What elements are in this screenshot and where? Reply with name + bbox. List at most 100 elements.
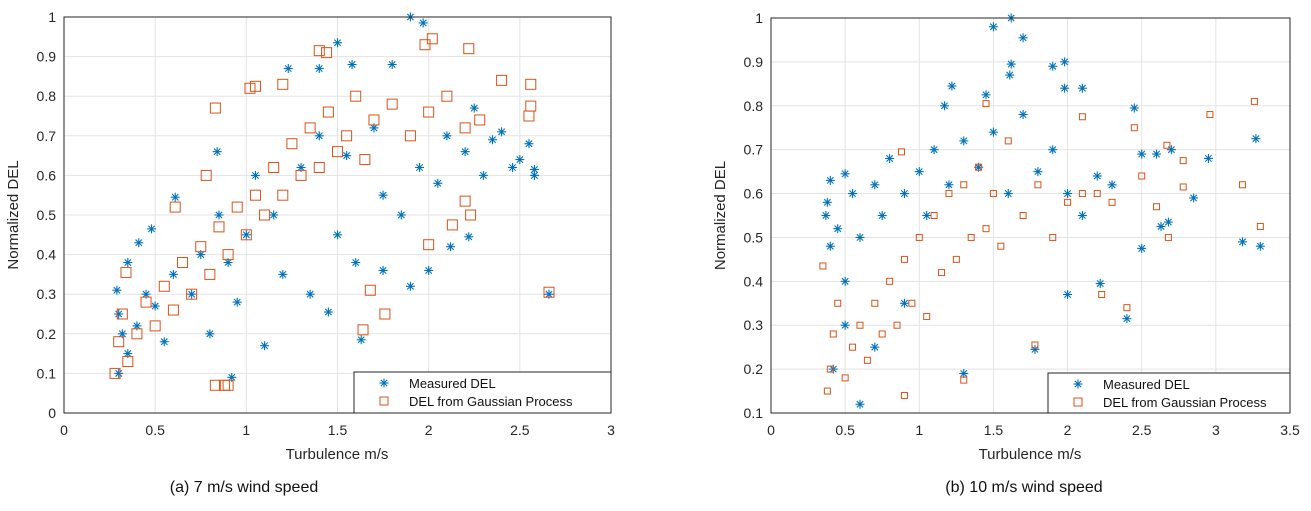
y-axis-label: Normalized DEL <box>712 161 729 270</box>
plot-b: 0 0.5 1 1.5 2 2.5 3 3.5 0.1 0.2 0.3 0.4 0.5 0.6 0.7 0.8… <box>712 10 1300 496</box>
data-point <box>1018 110 1028 120</box>
legend-box <box>1047 372 1291 414</box>
data-point <box>899 189 909 199</box>
data-point <box>295 169 307 181</box>
data-point <box>1031 341 1039 349</box>
data-point <box>424 265 434 275</box>
data-point <box>123 349 133 359</box>
data-point <box>209 102 221 114</box>
data-point <box>116 308 128 320</box>
data-point <box>543 286 555 298</box>
data-point <box>304 122 316 134</box>
data-point <box>952 255 960 263</box>
data-point <box>1122 314 1132 324</box>
data-point <box>1078 113 1086 121</box>
data-point <box>465 209 477 221</box>
data-point <box>379 308 391 320</box>
data-point <box>819 262 827 270</box>
data-point <box>131 328 143 340</box>
series-gaussian-process <box>819 97 1264 399</box>
data-point <box>333 230 342 240</box>
data-point <box>415 162 425 172</box>
data-point <box>515 155 525 165</box>
data-point <box>840 276 850 286</box>
data-point <box>341 130 353 142</box>
data-point <box>826 365 834 373</box>
data-point <box>323 307 333 317</box>
x-axis-label: Turbulence m/s <box>286 446 389 463</box>
data-point <box>1063 290 1073 299</box>
data-point <box>147 224 157 234</box>
axes-box <box>770 17 1291 414</box>
data-point <box>1060 57 1070 67</box>
data-point <box>359 154 371 166</box>
x-tick-label: 1 <box>915 422 923 438</box>
legend-box <box>353 371 612 414</box>
data-point <box>113 336 125 348</box>
data-point <box>442 131 452 141</box>
data-point <box>1129 103 1139 113</box>
data-point <box>947 81 957 91</box>
x-tick-label: 3.5 <box>1280 422 1300 438</box>
data-point <box>1034 181 1042 189</box>
data-point <box>1238 237 1248 247</box>
data-point <box>1189 193 1199 203</box>
data-point <box>1163 217 1173 227</box>
data-point <box>840 320 850 330</box>
data-point <box>231 201 243 213</box>
data-point <box>1164 233 1172 241</box>
x-tick-label: 0.5 <box>145 422 165 438</box>
axes-box <box>63 16 612 414</box>
data-point <box>825 241 835 251</box>
data-point <box>841 374 849 382</box>
y-tick-label: 0.1 <box>37 365 57 381</box>
data-point <box>357 324 369 336</box>
data-point <box>350 90 362 102</box>
data-point <box>523 110 535 122</box>
data-point <box>1095 279 1105 289</box>
data-point <box>268 161 280 173</box>
data-point <box>269 210 279 220</box>
data-point <box>840 169 850 179</box>
data-points <box>109 12 555 391</box>
data-point <box>464 232 474 242</box>
data-point <box>529 164 539 174</box>
data-point <box>914 167 924 177</box>
y-tick-label: 0.3 <box>37 286 57 302</box>
data-point <box>908 299 916 307</box>
data-point <box>114 309 124 319</box>
data-point <box>313 161 325 173</box>
data-point <box>120 266 132 278</box>
data-point <box>460 147 470 157</box>
data-point <box>177 257 189 269</box>
data-point <box>364 284 376 296</box>
data-point <box>241 230 251 240</box>
series-measured <box>821 13 1265 409</box>
data-point <box>833 224 843 234</box>
x-tick-label: 3 <box>1212 422 1220 438</box>
data-point <box>1048 145 1058 155</box>
data-point <box>897 148 905 156</box>
data-point <box>387 60 397 70</box>
y-tick-label: 0.2 <box>37 326 57 342</box>
data-point <box>122 356 134 368</box>
data-point <box>347 60 357 70</box>
data-point <box>186 288 198 300</box>
x-tick-label: 0.5 <box>835 422 855 438</box>
data-point <box>1137 243 1147 253</box>
data-point <box>1005 70 1015 80</box>
data-point <box>1156 221 1166 231</box>
data-point <box>1060 83 1070 93</box>
data-point <box>856 321 864 329</box>
data-point <box>134 238 144 248</box>
data-point <box>939 101 949 111</box>
data-point <box>342 151 352 161</box>
data-point <box>332 146 343 158</box>
data-point <box>478 170 488 180</box>
data-point <box>112 285 122 295</box>
data-point <box>834 299 842 307</box>
data-point <box>351 258 361 268</box>
data-point <box>441 90 453 102</box>
data-point <box>249 80 261 92</box>
data-point <box>1152 149 1162 159</box>
